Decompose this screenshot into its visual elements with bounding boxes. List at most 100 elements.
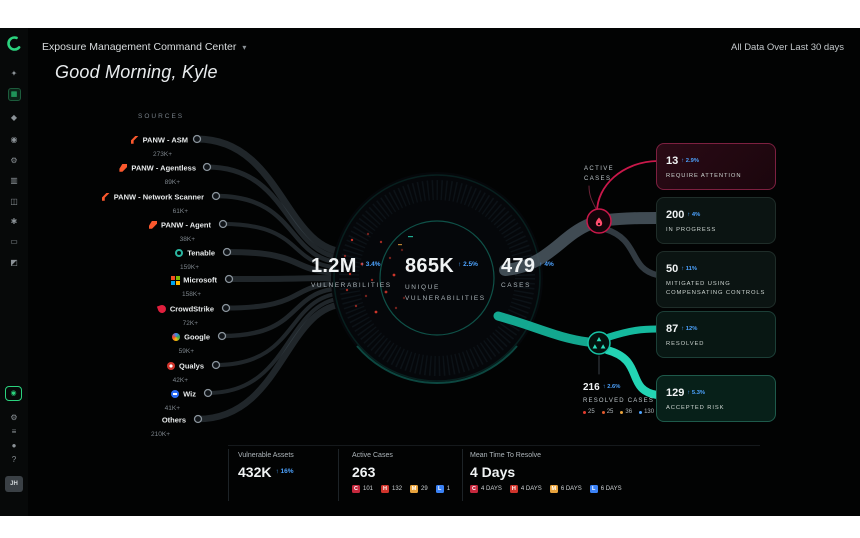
card-label: RESOLVED (666, 341, 705, 347)
source-item[interactable]: Wiz 41K+ (165, 385, 196, 412)
stat-label: VULNERABILITIES (311, 282, 392, 289)
modules-icon[interactable]: ▥ (10, 176, 18, 185)
eye-icon[interactable]: ◉ (10, 135, 18, 144)
source-count: 72K+ (182, 320, 198, 327)
menu-icon[interactable]: ≡ (11, 427, 17, 436)
source-item[interactable]: Microsoft 158K+ (171, 271, 217, 298)
star-icon[interactable]: ✦ (10, 69, 18, 78)
source-item[interactable]: PANW - ASM 273K+ (130, 131, 188, 158)
high-badge-icon: H (509, 485, 518, 493)
chevron-down-icon: ▾ (242, 43, 247, 52)
time-range-filter[interactable]: All Data Over Last 30 days (731, 42, 844, 53)
source-name: PANW - Agent (161, 220, 211, 230)
reports-icon[interactable]: ◩ (10, 258, 18, 267)
high-dot-icon (601, 410, 605, 414)
resolved-card[interactable]: 87 ↑ 12% RESOLVED (656, 311, 776, 359)
delta-up: ↑ 4% (539, 261, 554, 268)
stat-value: 216 (583, 382, 600, 393)
delta-up: ↑ 11% (681, 266, 698, 272)
gear-icon[interactable]: ⚙ (10, 156, 18, 165)
card-label: REQUIRE ATTENTION (666, 173, 742, 179)
source-item[interactable]: Qualys 42K+ (166, 357, 204, 384)
card-value: 50 (666, 263, 679, 275)
vulnerable-assets-stat: Vulnerable Assets 432K ↑ 16% (238, 452, 294, 480)
high-badge-icon: H (381, 485, 390, 493)
low-badge-icon: L (435, 485, 444, 493)
delta-up: ↑ 3.4% (360, 261, 381, 268)
active-cases-label: ACTIVE CASES (584, 166, 615, 183)
settings-gear-icon[interactable]: ⚙ (10, 413, 18, 422)
incidents-icon[interactable]: ✱ (10, 217, 18, 226)
source-count: 210K+ (151, 431, 170, 438)
source-item[interactable]: Google 59K+ (172, 328, 210, 355)
divider (228, 449, 229, 501)
source-name: Tenable (187, 248, 215, 258)
source-name: PANW - Agentless (131, 163, 196, 173)
require-attention-card[interactable]: 13 ↑ 2.9% REQUIRE ATTENTION (656, 143, 776, 191)
stat-value: 865K (405, 255, 455, 277)
active-cases-node (586, 208, 612, 234)
delta-up: ↑ 5.3% (687, 390, 706, 396)
source-item[interactable]: PANW - Agent 38K+ (149, 216, 211, 243)
in-progress-card[interactable]: 200 ↑ 4% IN PROGRESS (656, 197, 776, 245)
panw-logo-icon (149, 220, 157, 229)
source-item[interactable]: PANW - Network Scanner 61K+ (101, 188, 204, 215)
shield-icon[interactable]: ◆ (10, 113, 18, 122)
stat-label: Vulnerable Assets (238, 452, 294, 459)
user-avatar[interactable]: JH (5, 476, 23, 492)
source-name: Wiz (183, 389, 196, 399)
monitor-icon[interactable]: ▭ (10, 237, 18, 246)
resolved-cases-stat: 216 ↑ 2.6% RESOLVED CASES 25 25 36 130 (583, 377, 654, 415)
source-item[interactable]: Others 210K+ (151, 411, 186, 438)
severity-breakdown: 25 25 36 130 (583, 409, 654, 415)
source-name: PANW - Network Scanner (113, 192, 204, 202)
source-name: PANW - ASM (142, 135, 188, 145)
panw-logo-icon (119, 163, 128, 172)
card-value: 200 (666, 209, 685, 221)
unique-vulnerabilities-stat: 865K ↑ 2.5% UNIQUE VULNERABILITIES (405, 255, 484, 304)
resolved-node (587, 331, 611, 355)
microsoft-logo-icon (171, 275, 181, 285)
card-label: IN PROGRESS (666, 227, 717, 233)
dashboard-grid-icon[interactable]: ▦ (0, 88, 28, 101)
source-item[interactable]: CrowdStrike 72K+ (156, 300, 214, 327)
copilot-button[interactable]: ◉ (5, 386, 22, 401)
tenable-logo-icon (175, 248, 184, 257)
resolved-icon (592, 337, 606, 349)
medium-badge-icon: M (549, 485, 558, 493)
wiz-logo-icon (171, 389, 180, 398)
card-label: MITIGATED USING COMPENSATING CONTROLS (666, 281, 766, 297)
source-item[interactable]: PANW - Agentless 89K+ (119, 159, 196, 186)
page-title-dropdown[interactable]: Exposure Management Command Center ▾ (42, 41, 246, 53)
card-value: 13 (666, 155, 679, 167)
card-value: 87 (666, 323, 679, 335)
exposure-dashboard: ✦ ▦ ◆ ◉ ⚙ ▥ ◫ ✱ ▭ ◩ ◉ ⚙ ≡ ● ? JH Exposur… (0, 28, 860, 516)
delta-up: ↑ 12% (681, 326, 698, 332)
bottom-divider (228, 445, 760, 446)
sources-label: SOURCES (138, 113, 185, 120)
stat-value: 263 (352, 464, 376, 480)
accepted-risk-card[interactable]: 129 ↑ 5.3% ACCEPTED RISK (656, 375, 776, 423)
source-count: 59K+ (178, 348, 194, 355)
source-count: 159K+ (180, 264, 199, 271)
greeting-text: Good Morning, Kyle (55, 62, 218, 82)
bell-icon[interactable]: ● (11, 441, 17, 450)
source-name: Google (184, 332, 210, 342)
card-value: 129 (666, 387, 685, 399)
help-icon[interactable]: ? (11, 455, 17, 464)
delta-up: ↑ 4% (687, 212, 701, 218)
source-count: 41K+ (164, 405, 180, 412)
mitigated-card[interactable]: 50 ↑ 11% MITIGATED USING COMPENSATING CON… (656, 251, 776, 308)
low-badge-icon: L (589, 485, 598, 493)
assets-icon[interactable]: ◫ (10, 197, 18, 206)
source-name: CrowdStrike (169, 304, 214, 314)
divider (338, 449, 339, 501)
delta-up: ↑ 16% (275, 468, 294, 475)
critical-dot-icon (583, 410, 586, 414)
critical-badge-icon: C (470, 485, 478, 493)
source-item[interactable]: Tenable 159K+ (175, 244, 215, 271)
